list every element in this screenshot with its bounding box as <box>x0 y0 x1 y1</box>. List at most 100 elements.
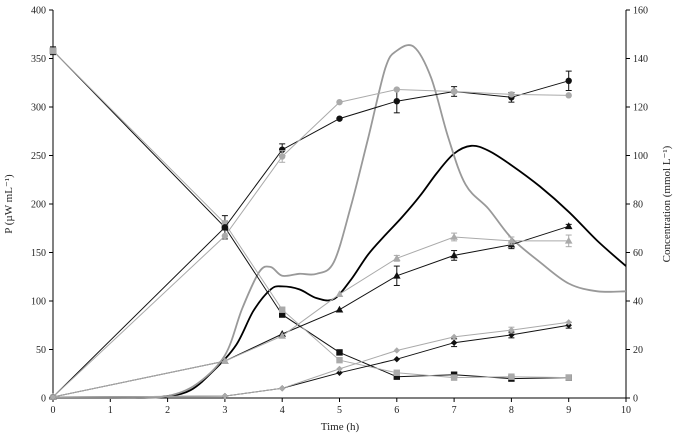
square-marker <box>508 373 515 380</box>
series-line <box>52 88 569 398</box>
diamond-marker <box>508 326 515 334</box>
square-marker <box>279 311 286 318</box>
triangle-marker <box>278 331 286 339</box>
circle-marker <box>221 232 229 240</box>
series-line <box>52 225 569 398</box>
series-line <box>52 324 569 398</box>
diamond-marker <box>49 393 57 401</box>
triangle-marker <box>564 236 573 244</box>
diamond-marker <box>450 339 458 346</box>
y-right-tick-label: 60 <box>633 248 643 259</box>
series-line <box>52 50 569 379</box>
series-line <box>52 50 569 380</box>
x-tick-label: 3 <box>222 405 227 416</box>
circle-marker <box>393 97 400 105</box>
triangle-marker <box>564 222 573 230</box>
square-marker <box>450 374 458 381</box>
circle-marker <box>450 88 458 95</box>
square-marker <box>393 369 400 376</box>
x-tick-label: 0 <box>51 405 56 416</box>
diamond-marker <box>336 369 343 376</box>
triangle-marker <box>393 254 401 262</box>
y-right-tick-label: 80 <box>633 200 643 211</box>
y-right-tick-label: 120 <box>633 103 648 114</box>
diamond-marker <box>393 347 400 354</box>
circle-marker <box>565 77 572 85</box>
y-right-tick-label: 40 <box>633 297 643 308</box>
y-right-tick-label: 0 <box>633 394 638 405</box>
y-left-axis-title: P (µW mL⁻¹) <box>3 174 15 234</box>
triangle-marker <box>221 357 229 364</box>
square-marker <box>279 306 286 313</box>
y-left-tick-label: 0 <box>41 394 46 405</box>
x-tick-label: 8 <box>509 405 514 416</box>
triangle-marker <box>335 290 344 298</box>
y-left-tick-label: 150 <box>31 248 46 259</box>
y-right-tick-label: 160 <box>633 6 648 17</box>
thermogram-curve-1 <box>53 144 627 400</box>
diamond-marker <box>565 319 572 326</box>
x-tick-label: 7 <box>452 405 457 416</box>
thermogram-curve-2 <box>53 44 627 400</box>
triangle-marker <box>450 251 458 259</box>
y-left-ticks: 0 50 100 150 200 250 300 350 400 <box>31 6 53 405</box>
square-marker <box>336 349 343 356</box>
circle-marker <box>336 115 343 122</box>
y-left-tick-label: 350 <box>31 54 46 65</box>
y-left-tick-label: 300 <box>31 103 46 114</box>
circle-marker <box>279 146 286 153</box>
square-marker <box>336 356 343 364</box>
triangle-marker <box>450 232 458 240</box>
diamond-marker <box>508 331 515 339</box>
diamond-marker <box>450 333 458 341</box>
square-marker <box>393 373 400 380</box>
marker-series <box>49 46 573 401</box>
diamond-marker <box>279 385 286 392</box>
x-tick-label: 9 <box>566 405 571 416</box>
series-line <box>52 80 569 398</box>
square-marker <box>49 47 57 54</box>
series-triangle-6 <box>49 232 573 400</box>
triangle-marker <box>335 305 344 313</box>
square-marker <box>221 220 229 227</box>
y-left-tick-label: 400 <box>31 6 46 17</box>
x-axis-title: Time (h) <box>321 421 360 433</box>
diamond-marker <box>336 365 343 373</box>
x-tick-label: 4 <box>280 405 285 416</box>
y-right-ticks: 0 20 40 60 80 100 120 140 160 <box>626 6 648 405</box>
y-right-tick-label: 20 <box>633 345 643 356</box>
circle-marker <box>565 92 572 99</box>
circle-marker <box>508 91 515 98</box>
thermogram-curves <box>53 44 627 400</box>
series-circle-3 <box>49 70 572 401</box>
x-tick-label: 10 <box>621 405 631 416</box>
circle-marker <box>336 98 343 106</box>
triangle-marker <box>393 271 401 279</box>
series-triangle-5 <box>49 222 573 400</box>
x-tick-label: 1 <box>108 405 113 416</box>
diamond-marker <box>393 356 400 363</box>
y-right-tick-label: 100 <box>633 151 648 162</box>
diamond-marker <box>221 392 229 400</box>
x-tick-label: 5 <box>337 405 342 416</box>
circle-marker <box>393 86 400 93</box>
x-tick-label: 2 <box>165 405 170 416</box>
y-left-tick-label: 50 <box>36 345 46 356</box>
series-diamond-8 <box>49 319 572 401</box>
y-right-axis-title: Concentration (mmol L⁻¹) <box>661 145 673 262</box>
y-right-tick-label: 140 <box>633 54 648 65</box>
series-line <box>52 236 569 398</box>
series-line <box>52 321 569 398</box>
y-left-tick-label: 100 <box>31 297 46 308</box>
circle-marker <box>221 224 229 231</box>
square-marker <box>565 374 572 381</box>
plot-area <box>52 10 627 399</box>
x-ticks: 0 1 2 3 4 5 6 7 8 9 10 <box>51 398 631 416</box>
triangle-marker <box>507 236 516 244</box>
y-left-tick-label: 250 <box>31 151 46 162</box>
circle-marker <box>279 153 286 160</box>
y-left-tick-label: 200 <box>31 200 46 211</box>
series-circle-4 <box>49 86 572 401</box>
x-tick-label: 6 <box>394 405 399 416</box>
